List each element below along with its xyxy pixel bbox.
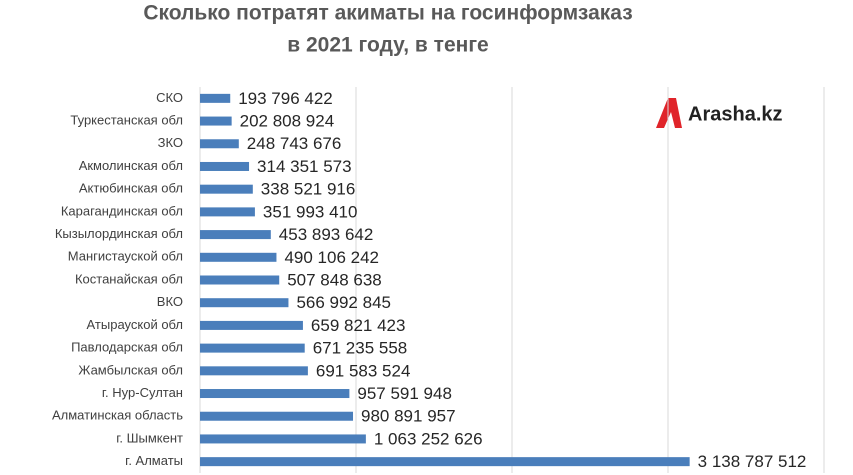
data-label: 3 138 787 512 xyxy=(698,452,807,471)
bar xyxy=(200,275,280,285)
chart-title: Сколько потратят акиматы на госинформзак… xyxy=(143,2,632,25)
logo-text: Arasha.kz xyxy=(688,103,783,125)
y-tick-label: г. Алматы xyxy=(125,453,183,468)
bar xyxy=(200,230,271,240)
y-tick-label: г. Нур-Султан xyxy=(102,385,183,400)
data-label: 490 106 242 xyxy=(284,248,379,267)
data-label: 453 893 642 xyxy=(279,225,374,244)
bar xyxy=(200,252,277,262)
data-label: 202 808 924 xyxy=(240,112,335,131)
y-tick-label: Актюбинская обл xyxy=(79,181,183,196)
bar xyxy=(200,139,239,149)
y-tick-label: Алматинская область xyxy=(52,408,183,423)
data-label: 957 591 948 xyxy=(357,384,452,403)
y-tick-label: Кызылординская обл xyxy=(55,226,183,241)
data-label: 691 583 524 xyxy=(316,361,411,380)
logo: Arasha.kz xyxy=(656,98,783,128)
bar xyxy=(200,298,289,308)
data-label: 980 891 957 xyxy=(361,407,456,426)
y-tick-label: ЗКО xyxy=(158,135,183,150)
data-label: 193 796 422 xyxy=(238,89,333,108)
y-tick-label: Мангистауской обл xyxy=(68,249,183,264)
data-label: 566 992 845 xyxy=(296,293,391,312)
bar xyxy=(200,116,232,126)
y-tick-label: Карагандинская обл xyxy=(61,203,183,218)
y-tick-label: Жамбылская обл xyxy=(78,362,183,377)
chart-title: в 2021 году, в тенге xyxy=(287,34,489,57)
y-tick-label: Павлодарская обл xyxy=(71,340,183,355)
bar xyxy=(200,184,253,194)
bar xyxy=(200,320,303,330)
data-label: 351 993 410 xyxy=(263,202,358,221)
y-tick-label: СКО xyxy=(156,90,183,105)
bar xyxy=(200,411,354,421)
y-tick-label: Атырауской обл xyxy=(87,317,183,332)
data-label: 248 743 676 xyxy=(247,134,342,153)
logo-icon xyxy=(656,98,682,128)
y-tick-label: Костанайская обл xyxy=(75,271,183,286)
y-tick-label: г. Шымкент xyxy=(116,430,183,445)
data-label: 507 848 638 xyxy=(287,270,382,289)
data-label: 671 235 558 xyxy=(313,339,408,358)
bar xyxy=(200,343,305,353)
bar xyxy=(200,161,250,171)
bar xyxy=(200,434,366,444)
bar xyxy=(200,457,690,467)
data-label: 338 521 916 xyxy=(261,180,356,199)
y-tick-label: Туркестанская обл xyxy=(70,112,183,127)
bar xyxy=(200,207,255,217)
bar xyxy=(200,389,350,399)
data-label: 1 063 252 626 xyxy=(374,429,483,448)
data-label: 314 351 573 xyxy=(257,157,352,176)
bar xyxy=(200,93,231,103)
y-tick-label: Акмолинская обл xyxy=(79,158,183,173)
data-label: 659 821 423 xyxy=(311,316,406,335)
y-tick-label: ВКО xyxy=(157,294,183,309)
bar xyxy=(200,366,308,376)
